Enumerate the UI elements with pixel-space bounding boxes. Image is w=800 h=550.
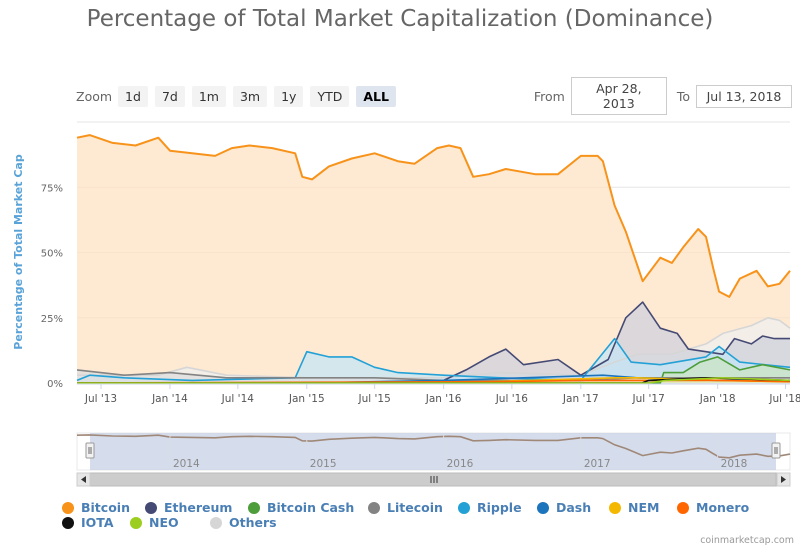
monero-line — [76, 379, 791, 384]
bitcoin-line — [76, 134, 791, 298]
legend-marker — [62, 516, 74, 529]
legend-item-nem[interactable]: NEM — [609, 500, 677, 515]
zoom-3m-button[interactable]: 3m — [232, 85, 268, 107]
navigator-series-line — [76, 434, 791, 459]
navigator-year-label: 2014 — [173, 458, 200, 470]
legend-marker — [609, 501, 621, 514]
others-line — [77, 317, 791, 379]
navigator-year-label: 2016 — [447, 458, 474, 470]
legend-label: Ripple — [477, 500, 522, 515]
legend-marker — [677, 501, 689, 514]
zoom-all-button[interactable]: ALL — [356, 85, 396, 107]
series-lines — [76, 134, 791, 384]
x-tick-label: Jan '14 — [151, 393, 188, 405]
zoom-toolbar: Zoom 1d 7d 1m 3m 1y YTD ALL — [76, 84, 403, 108]
credit-text: coinmarketcap.com — [700, 535, 794, 546]
legend-item-neo[interactable]: NEO — [130, 515, 210, 530]
axes: 0% 25% 50% 75% Jul '13 Jan '14 Jul '14 Jan '15 J… — [41, 183, 800, 405]
y-tick-label: 25% — [41, 314, 63, 325]
legend-label: Litecoin — [387, 500, 443, 515]
x-tick-label: Jul '18 — [768, 393, 800, 405]
zoom-1d-button[interactable]: 1d — [118, 85, 148, 107]
to-label: To — [676, 88, 690, 104]
legend-row: Bitcoin Ethereum Bitcoin Cash Litecoin Rippl… — [62, 500, 782, 515]
legend-marker — [210, 516, 222, 529]
legend-marker — [368, 501, 380, 514]
y-tick-label: 50% — [41, 249, 63, 260]
neo-line — [77, 377, 791, 384]
x-tick-label: Jul '15 — [358, 393, 391, 405]
series-areas — [77, 135, 790, 383]
zoom-label: Zoom — [76, 88, 113, 104]
legend-label: Dash — [556, 500, 592, 515]
legend-label: NEO — [149, 515, 179, 530]
legend-item-monero[interactable]: Monero — [677, 500, 757, 515]
legend-marker — [130, 516, 142, 529]
navigator[interactable]: 2014 2015 2016 2017 2018 — [76, 432, 791, 487]
legend-item-bitcoin[interactable]: Bitcoin — [62, 500, 145, 515]
date-range: From Apr 28, 2013 To Jul 13, 2018 — [524, 77, 792, 115]
x-tick-label: Jan '17 — [562, 393, 599, 405]
x-tick-label: Jan '18 — [699, 393, 736, 405]
x-tick-label: Jul '13 — [84, 393, 117, 405]
y-tick-label: 75% — [41, 183, 63, 194]
x-tick-label: Jan '15 — [288, 393, 325, 405]
ethereum-line — [77, 301, 790, 384]
legend-item-iota[interactable]: IOTA — [62, 515, 130, 530]
chart-title: Percentage of Total Market Capitalizatio… — [86, 6, 714, 32]
litecoin-line — [76, 369, 790, 382]
legend-item-litecoin[interactable]: Litecoin — [368, 500, 458, 515]
legend-marker — [458, 501, 470, 514]
x-tick-label: Jan '16 — [425, 393, 462, 405]
legend-label: Bitcoin — [81, 500, 130, 515]
navigator-year-label: 2015 — [310, 458, 337, 470]
legend-label: IOTA — [81, 515, 114, 530]
x-tick-label: Jul '14 — [221, 393, 255, 405]
legend-item-ripple[interactable]: Ripple — [458, 500, 537, 515]
legend-marker — [248, 501, 260, 514]
x-tick-label: Jul '17 — [632, 393, 665, 405]
ripple-line — [76, 337, 791, 382]
navigator-year-label: 2017 — [584, 458, 611, 470]
legend-item-bitcoin-cash[interactable]: Bitcoin Cash — [248, 500, 368, 515]
y-tick-label: 0% — [47, 379, 63, 390]
legend-item-dash[interactable]: Dash — [537, 500, 609, 515]
x-tick-label: Jul '16 — [495, 393, 529, 405]
scroll-left-arrow-icon — [81, 476, 86, 483]
legend-item-others[interactable]: Others — [210, 515, 290, 530]
to-date-input[interactable]: Jul 13, 2018 — [696, 84, 792, 108]
navigator-scrollbar-thumb[interactable] — [89, 472, 777, 487]
navigator-left-handle[interactable] — [85, 442, 95, 459]
legend-marker — [537, 501, 549, 514]
legend: Bitcoin Ethereum Bitcoin Cash Litecoin Rippl… — [62, 500, 782, 530]
legend-row: IOTA NEO Others — [62, 515, 782, 530]
legend-marker — [62, 501, 74, 514]
zoom-ytd-button[interactable]: YTD — [310, 85, 350, 107]
navigator-right-handle[interactable] — [771, 442, 781, 459]
zoom-1y-button[interactable]: 1y — [274, 85, 304, 107]
legend-label: Bitcoin Cash — [267, 500, 355, 515]
legend-label: Ethereum — [164, 500, 233, 515]
scroll-right-arrow-icon — [781, 476, 786, 483]
legend-marker — [145, 501, 157, 514]
zoom-7d-button[interactable]: 7d — [154, 85, 185, 107]
legend-label: NEM — [628, 500, 660, 515]
legend-label: Others — [229, 515, 277, 530]
y-axis-label: Percentage of Total Market Cap — [12, 154, 25, 350]
navigator-year-label: 2018 — [721, 458, 748, 470]
from-date-input[interactable]: Apr 28, 2013 — [570, 77, 667, 115]
dominance-chart: 0% 25% 50% 75% Jul '13 Jan '14 Jul '14 Jan '15 J… — [12, 121, 800, 487]
from-label: From — [533, 88, 565, 104]
legend-item-ethereum[interactable]: Ethereum — [145, 500, 248, 515]
zoom-1m-button[interactable]: 1m — [191, 85, 226, 107]
legend-label: Monero — [696, 500, 750, 515]
